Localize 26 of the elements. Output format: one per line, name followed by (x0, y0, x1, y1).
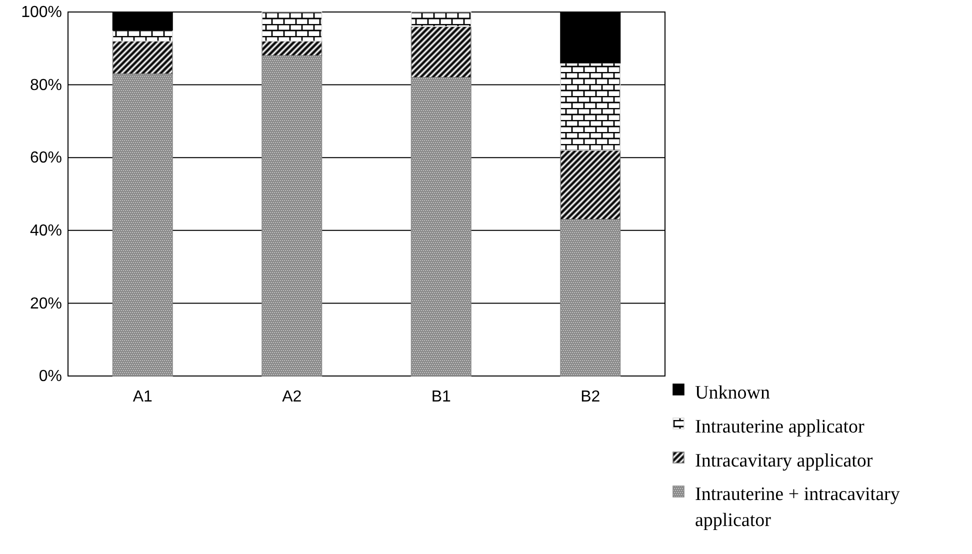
legend-label: Intracavitary applicator (695, 450, 874, 472)
y-tick-label: 60% (30, 150, 62, 167)
x-tick-label: B1 (431, 388, 452, 406)
x-tick-label: A1 (132, 388, 153, 406)
y-tick-label: 0% (38, 368, 62, 386)
y-tick-label: 100% (21, 4, 62, 22)
bar (560, 150, 621, 220)
bar (262, 12, 322, 42)
bar (262, 40, 322, 56)
bar (410, 12, 472, 27)
bar (560, 219, 621, 376)
legend-label: Unknown (695, 382, 770, 404)
bar (112, 30, 173, 42)
bar (262, 55, 322, 376)
bar (410, 77, 472, 376)
bar (112, 40, 173, 74)
x-tick-label: A2 (282, 388, 302, 406)
bar (410, 26, 472, 78)
x-tick-label: B2 (580, 388, 600, 406)
y-tick-label: 20% (30, 295, 62, 312)
legend-label: Intrauterine applicator (695, 416, 866, 438)
bar (112, 73, 173, 376)
y-tick-label: 80% (30, 76, 62, 94)
y-tick-label: 40% (30, 222, 62, 240)
legend-label: Intrauterine + intracavitary applicator (695, 484, 900, 532)
bar (560, 62, 621, 151)
